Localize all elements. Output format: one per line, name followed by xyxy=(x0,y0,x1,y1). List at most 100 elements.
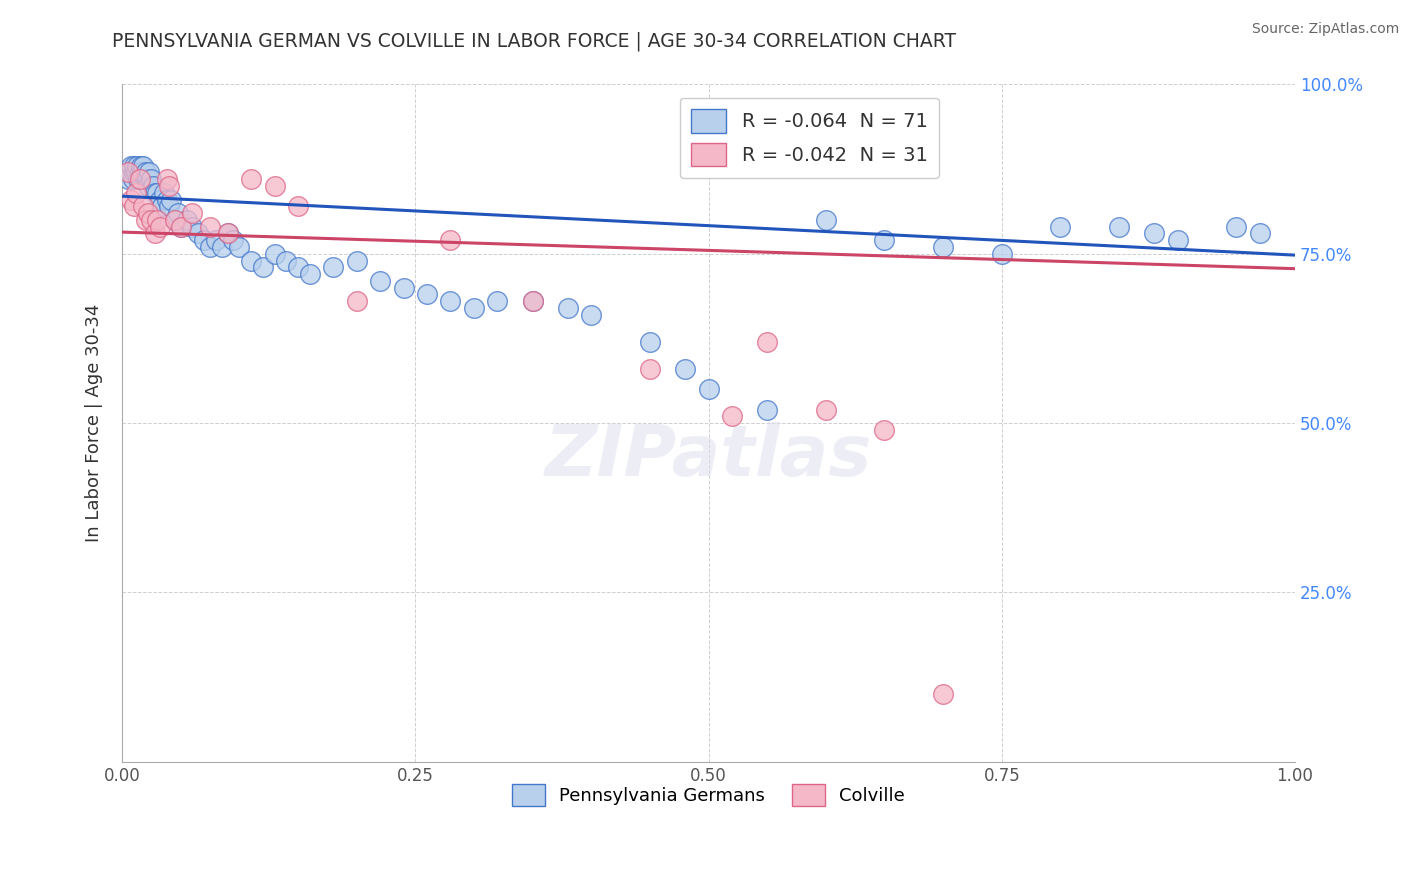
Point xyxy=(287,199,309,213)
Point xyxy=(156,172,179,186)
Point xyxy=(198,219,221,234)
Point xyxy=(991,246,1014,260)
Point xyxy=(1249,227,1271,241)
Point xyxy=(143,227,166,241)
Point xyxy=(756,402,779,417)
Point xyxy=(439,233,461,247)
Point xyxy=(697,382,720,396)
Point xyxy=(120,193,142,207)
Point xyxy=(141,172,163,186)
Point xyxy=(638,334,661,349)
Point xyxy=(932,240,955,254)
Point xyxy=(205,233,228,247)
Point xyxy=(181,206,204,220)
Text: ZIPatlas: ZIPatlas xyxy=(546,423,872,491)
Point xyxy=(146,213,169,227)
Point xyxy=(217,227,239,241)
Point xyxy=(814,213,837,227)
Point xyxy=(150,199,173,213)
Point xyxy=(346,294,368,309)
Point xyxy=(153,186,176,200)
Point xyxy=(322,260,344,275)
Point xyxy=(170,219,193,234)
Point xyxy=(1108,219,1130,234)
Point xyxy=(128,172,150,186)
Point xyxy=(932,687,955,701)
Point xyxy=(557,301,579,315)
Point xyxy=(814,402,837,417)
Point xyxy=(120,165,142,179)
Point xyxy=(141,213,163,227)
Point xyxy=(157,179,180,194)
Text: Source: ZipAtlas.com: Source: ZipAtlas.com xyxy=(1251,22,1399,37)
Point xyxy=(143,186,166,200)
Point xyxy=(127,159,149,173)
Point xyxy=(193,233,215,247)
Point xyxy=(134,165,156,179)
Point xyxy=(240,172,263,186)
Point xyxy=(138,165,160,179)
Point xyxy=(122,165,145,179)
Point xyxy=(756,334,779,349)
Point xyxy=(160,193,183,207)
Point xyxy=(132,159,155,173)
Point xyxy=(121,172,143,186)
Point xyxy=(873,423,896,437)
Point xyxy=(120,159,142,173)
Point xyxy=(131,165,153,179)
Point xyxy=(1225,219,1247,234)
Point xyxy=(167,206,190,220)
Point xyxy=(222,233,245,247)
Point xyxy=(125,165,148,179)
Point xyxy=(163,213,186,227)
Point xyxy=(129,159,152,173)
Point xyxy=(198,240,221,254)
Point xyxy=(522,294,544,309)
Point xyxy=(263,246,285,260)
Point xyxy=(122,159,145,173)
Point xyxy=(287,260,309,275)
Point xyxy=(1167,233,1189,247)
Point xyxy=(149,219,172,234)
Point xyxy=(135,172,157,186)
Point xyxy=(463,301,485,315)
Point xyxy=(134,213,156,227)
Point xyxy=(146,186,169,200)
Point xyxy=(117,165,139,179)
Point xyxy=(187,227,209,241)
Point xyxy=(416,287,439,301)
Point xyxy=(157,199,180,213)
Point xyxy=(176,213,198,227)
Point xyxy=(181,219,204,234)
Point xyxy=(673,362,696,376)
Point xyxy=(125,186,148,200)
Point xyxy=(1049,219,1071,234)
Point xyxy=(211,240,233,254)
Point xyxy=(263,179,285,194)
Point xyxy=(128,165,150,179)
Text: PENNSYLVANIA GERMAN VS COLVILLE IN LABOR FORCE | AGE 30-34 CORRELATION CHART: PENNSYLVANIA GERMAN VS COLVILLE IN LABOR… xyxy=(112,31,956,51)
Point xyxy=(252,260,274,275)
Point xyxy=(346,253,368,268)
Point xyxy=(136,179,159,194)
Point xyxy=(127,172,149,186)
Legend: Pennsylvania Germans, Colville: Pennsylvania Germans, Colville xyxy=(505,777,912,814)
Point xyxy=(149,193,172,207)
Point xyxy=(439,294,461,309)
Point xyxy=(141,179,163,194)
Point xyxy=(117,172,139,186)
Point xyxy=(156,193,179,207)
Point xyxy=(298,267,321,281)
Point xyxy=(276,253,298,268)
Point xyxy=(217,227,239,241)
Point xyxy=(163,213,186,227)
Point xyxy=(486,294,509,309)
Point xyxy=(368,274,391,288)
Point xyxy=(122,199,145,213)
Point xyxy=(228,240,250,254)
Point xyxy=(392,280,415,294)
Y-axis label: In Labor Force | Age 30-34: In Labor Force | Age 30-34 xyxy=(86,304,103,542)
Point xyxy=(1143,227,1166,241)
Point xyxy=(240,253,263,268)
Point xyxy=(136,206,159,220)
